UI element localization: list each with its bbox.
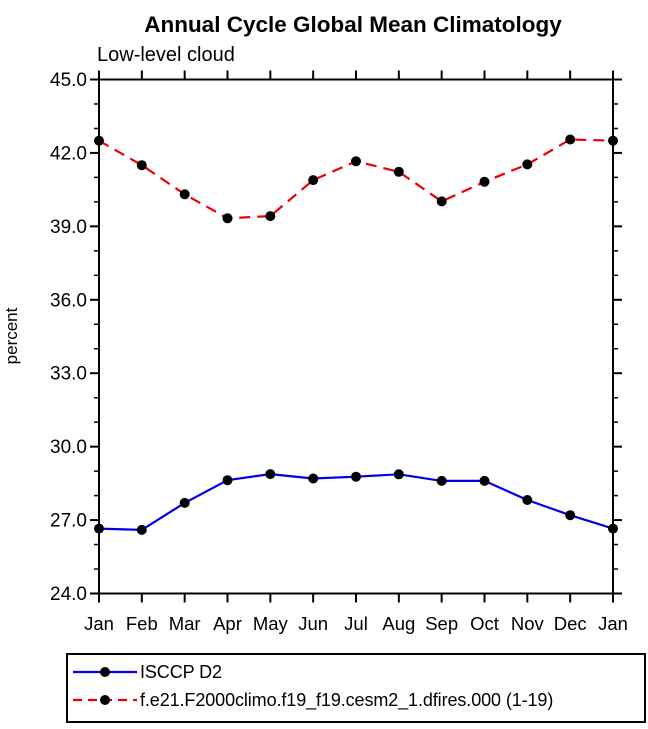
chart-title: Annual Cycle Global Mean Climatology <box>144 12 562 37</box>
data-point <box>308 473 319 484</box>
y-tick-label: 45.0 <box>50 70 87 91</box>
x-tick-label: Jul <box>344 613 368 634</box>
data-point <box>308 175 319 186</box>
x-tick-label: Apr <box>213 613 242 634</box>
data-point <box>393 469 404 480</box>
data-point <box>265 469 276 480</box>
data-point <box>179 189 190 200</box>
series-line-1 <box>98 138 614 220</box>
y-tick-label: 30.0 <box>50 437 87 458</box>
x-tick-label: Sep <box>425 613 458 634</box>
legend-item-obs: ISCCP D2 <box>68 658 644 686</box>
data-point <box>179 497 190 508</box>
y-tick-label: 24.0 <box>50 584 87 605</box>
plot-series <box>94 134 618 535</box>
data-point <box>565 134 576 145</box>
data-point <box>393 166 404 177</box>
data-point <box>608 523 618 534</box>
y-tick-label: 33.0 <box>50 364 87 385</box>
y-tick-label: 36.0 <box>50 290 87 311</box>
legend-solid-line-icon <box>73 667 137 677</box>
y-tick-label: 42.0 <box>50 143 87 164</box>
data-point <box>222 213 233 224</box>
data-point <box>222 475 233 486</box>
x-tick-label: Nov <box>511 613 545 634</box>
series-line-0 <box>98 472 614 532</box>
x-tick-label: Aug <box>382 613 415 634</box>
x-tick-label: Jan <box>84 613 114 634</box>
legend-label-obs: ISCCP D2 <box>140 661 222 682</box>
data-point <box>479 176 490 187</box>
legend-marker-icon <box>100 695 110 705</box>
data-point <box>436 196 447 207</box>
x-tick-label: Jan <box>598 613 628 634</box>
x-tick-label: Oct <box>470 613 499 634</box>
chart-subtitle: Low-level cloud <box>97 44 235 66</box>
x-tick-label: Jun <box>298 613 328 634</box>
legend: ISCCP D2 f.e21.F2000climo.f19_f19.cesm2_… <box>66 653 646 723</box>
x-tick-label: Dec <box>554 613 587 634</box>
annual-cycle-chart: Annual Cycle Global Mean Climatology Low… <box>2 12 628 634</box>
data-point <box>522 159 533 170</box>
y-tick-label: 27.0 <box>50 511 87 532</box>
data-point <box>136 524 147 535</box>
legend-item-model: f.e21.F2000climo.f19_f19.cesm2_1.dfires.… <box>68 686 644 714</box>
y-axis-label: percent <box>2 307 21 364</box>
data-point <box>351 156 361 167</box>
y-tick-label: 39.0 <box>50 217 87 238</box>
data-point <box>351 471 361 482</box>
x-tick-label: May <box>253 613 289 634</box>
data-point <box>436 475 447 486</box>
data-point <box>522 495 533 505</box>
legend-marker-icon <box>100 667 110 677</box>
x-tick-label: Mar <box>169 613 201 634</box>
data-point <box>479 475 490 486</box>
axes: 24.0 27.0 30.0 33.0 36.0 39.0 42.0 45.0 Jan Feb Ma… <box>50 70 628 634</box>
data-point <box>94 135 104 146</box>
data-point <box>608 135 618 146</box>
legend-dashed-line-icon <box>73 695 137 705</box>
data-point <box>565 510 576 521</box>
legend-label-model: f.e21.F2000climo.f19_f19.cesm2_1.dfires.… <box>140 689 554 710</box>
data-point <box>136 160 147 171</box>
data-point <box>265 211 276 222</box>
data-point <box>94 523 104 534</box>
x-tick-label: Feb <box>126 613 158 634</box>
